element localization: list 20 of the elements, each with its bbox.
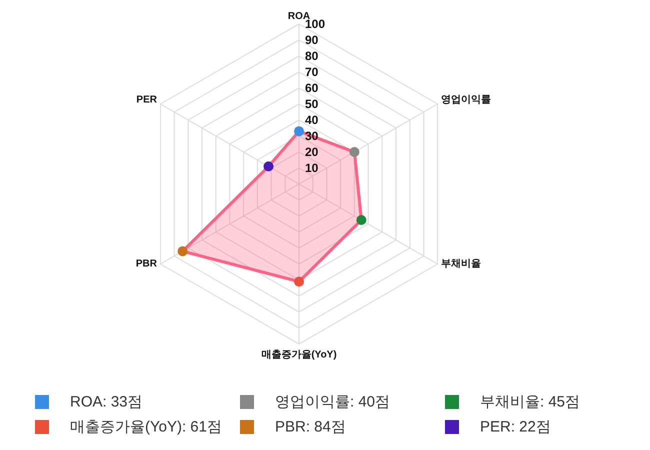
r-tick-label: 70 [305, 65, 318, 79]
annotation: 매출증가율(YoY): 61점 [70, 418, 222, 436]
annotation: 부채비율: 45점 [480, 394, 580, 410]
spoke-label: PBR [136, 258, 157, 270]
r-tick-label: 10 [305, 161, 318, 175]
spoke-label: PER [136, 94, 157, 106]
annotation: PBR: 84점 [275, 418, 346, 436]
r-tick-label: 30 [305, 129, 318, 143]
r-tick-label: 60 [305, 81, 318, 95]
annotation: ROA: 33점 [70, 394, 143, 410]
r-tick-label: 20 [305, 145, 318, 159]
r-tick-label: 40 [305, 113, 318, 127]
annotation: 영업이익률: 40점 [275, 394, 390, 410]
r-tick-label: 50 [305, 97, 318, 111]
annotation: PER: 22점 [480, 418, 551, 436]
r-tick-label: 90 [305, 33, 318, 47]
r-tick-label: 80 [305, 49, 318, 63]
spoke-label: 부채비율 [441, 258, 482, 270]
spoke-label: 매출증가율(YoY) [261, 349, 337, 360]
spoke-label: 영업이익률 [441, 94, 492, 106]
